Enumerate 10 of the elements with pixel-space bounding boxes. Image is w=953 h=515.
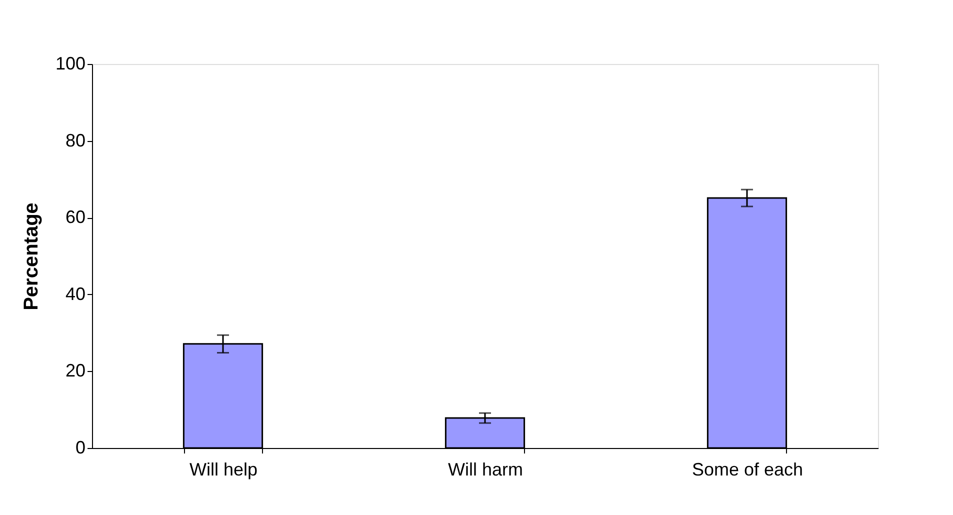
y-tick-label: 60 [65,207,86,228]
x-tick-label: Will help [189,460,258,480]
y-tick-label: 20 [65,360,86,381]
x-tick-label: Some of each [692,460,804,480]
y-axis-title: Percentage [20,202,42,310]
y-tick-label: 0 [75,438,86,458]
y-tick-label: 40 [65,284,86,304]
y-tick-label: 80 [65,130,86,150]
y-tick-label: 100 [55,54,86,74]
x-tick-label: Will harm [448,460,523,480]
